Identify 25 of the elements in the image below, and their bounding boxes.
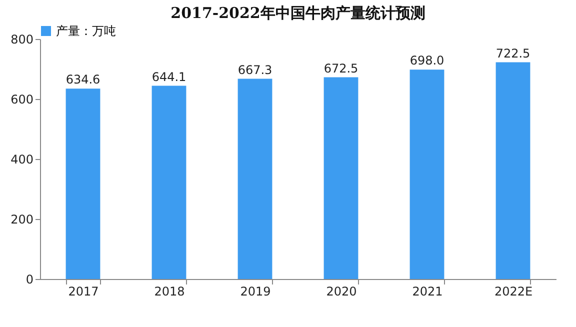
data-label: 644.1 (152, 70, 186, 84)
y-tick-label: 800 (10, 32, 34, 46)
y-tick-label: 0 (26, 272, 34, 286)
x-tick-label: 2021 (412, 284, 443, 298)
x-tick-label: 2022E (494, 284, 533, 298)
data-label: 634.6 (66, 72, 100, 87)
bar (410, 70, 444, 279)
bar (496, 62, 530, 279)
y-tick-label: 200 (10, 212, 34, 226)
y-tick-label: 400 (10, 152, 34, 166)
data-label: 722.5 (496, 46, 530, 60)
x-tick-label: 2017 (68, 284, 99, 298)
y-tick-label: 600 (10, 92, 34, 106)
bar (66, 88, 100, 279)
chart-title: 2017-2022年中国牛肉产量统计预测 (170, 4, 426, 22)
x-tick-label: 2018 (154, 284, 185, 298)
x-tick-label: 2020 (326, 284, 357, 298)
bar (324, 77, 358, 279)
data-label: 667.3 (238, 62, 272, 77)
bar (238, 78, 272, 279)
data-label: 698.0 (410, 54, 444, 68)
legend-label: 产量：万吨 (56, 24, 116, 38)
x-tick-label: 2019 (240, 284, 271, 298)
data-label: 672.5 (324, 61, 358, 76)
bar (152, 86, 186, 279)
